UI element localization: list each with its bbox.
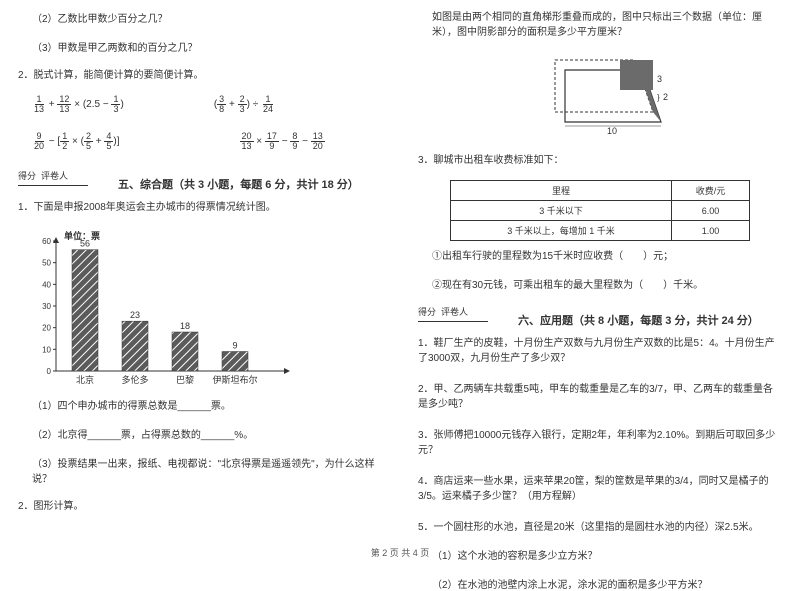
app-q5b: （2）在水池的池壁内涂上水泥，涂水泥的面积是多少平方米？: [432, 576, 782, 591]
taxi-h1: 里程: [451, 181, 672, 201]
svg-text:30: 30: [42, 302, 51, 311]
svg-text:2: 2: [663, 92, 668, 102]
taxi-title: 3．聊城市出租车收费标准如下：: [418, 153, 782, 168]
svg-text:北京: 北京: [76, 374, 94, 385]
trap-intro: 如图是由两个相同的直角梯形重叠而成的，图中只标出三个数据（单位：厘米），图中阴影…: [432, 10, 782, 40]
chart-q3: （3）投票结果一出来，报纸、电视都说："北京得票是遥遥领先"，为什么这样说？: [32, 455, 382, 485]
grader-label-2: 评卷人: [441, 307, 468, 317]
section5-header: 得分 评卷人 五、综合题（共 3 小题，每题 6 分，共计 18 分）: [18, 169, 382, 192]
svg-text:伊斯坦布尔: 伊斯坦布尔: [212, 374, 257, 385]
calc-title: 2．脱式计算，能简便计算的要简便计算。: [18, 68, 382, 83]
score-label-2: 得分: [418, 307, 436, 317]
svg-text:50: 50: [42, 259, 51, 268]
taxi-r1c1: 3 千米以下: [451, 201, 672, 221]
svg-text:9: 9: [232, 341, 237, 351]
svg-text:23: 23: [130, 310, 140, 320]
taxi-h2: 收费/元: [672, 181, 750, 201]
svg-text:巴黎: 巴黎: [176, 374, 194, 385]
app-q2: 2．甲、乙两辆车共载重5吨，甲车的载重量是乙车的3/7，甲、乙两车的载重量各是多…: [418, 382, 782, 412]
svg-text:0: 0: [47, 367, 52, 376]
taxi-table: 里程 收费/元 3 千米以下 6.00 3 千米以上，每增加 1 千米 1.00: [450, 180, 750, 241]
q2b: 2．图形计算。: [18, 499, 382, 514]
formula-row-2: 920 − [12 × (25 + 45)] 2013 × 179 − 89 −…: [32, 132, 382, 151]
svg-text:56: 56: [80, 239, 90, 249]
chart-intro: 1．下面是申报2008年奥运会主办城市的得票情况统计图。: [18, 200, 382, 215]
section6-title: 六、应用题（共 8 小题，每题 3 分，共计 24 分）: [518, 312, 759, 328]
app-q1: 1．鞋厂生产的皮鞋，十月份生产双数与九月份生产双数的比是5：4。十月份生产了30…: [418, 336, 782, 366]
app-q5: 5．一个圆柱形的水池，直径是20米（这里指的是圆柱水池的内径）深2.5米。: [418, 520, 782, 535]
svg-text:20: 20: [42, 324, 51, 333]
bar-chart: 单位：票010203040506056北京23多伦多18巴黎9伊斯坦布尔: [32, 227, 382, 397]
taxi-q2: ②现在有30元钱，可乘出租车的最大里程数为（ ）千米。: [432, 276, 782, 291]
trapezoid-figure: 3}2 10: [418, 52, 782, 145]
app-q3: 3．张师傅把10000元钱存入银行，定期2年，年利率为2.10%。到期后可取回多…: [418, 428, 782, 458]
taxi-r2c1: 3 千米以上，每增加 1 千米: [451, 221, 672, 241]
score-label: 得分: [18, 171, 36, 181]
q1-sub3: （3）甲数是甲乙两数和的百分之几？: [32, 39, 382, 54]
taxi-r1c2: 6.00: [672, 201, 750, 221]
svg-text:10: 10: [607, 126, 617, 136]
svg-text:60: 60: [42, 237, 51, 246]
formula-row-1: 113 + 1213 × (2.5 − 13) (38 + 23) ÷ 124: [32, 95, 382, 114]
svg-text:18: 18: [180, 321, 190, 331]
svg-text:}: }: [657, 93, 660, 102]
chart-q1: （1）四个申办城市的得票总数是______票。: [32, 397, 382, 412]
svg-text:40: 40: [42, 280, 51, 289]
chart-q2: （2）北京得______票，占得票总数的______%。: [32, 426, 382, 441]
svg-text:3: 3: [657, 74, 662, 84]
page-footer: 第 2 页 共 4 页: [0, 546, 800, 559]
svg-text:10: 10: [42, 345, 51, 354]
svg-text:多伦多: 多伦多: [121, 374, 148, 385]
section5-title: 五、综合题（共 3 小题，每题 6 分，共计 18 分）: [118, 176, 359, 192]
taxi-r2c2: 1.00: [672, 221, 750, 241]
grader-label: 评卷人: [41, 171, 68, 181]
q1-sub2: （2）乙数比甲数少百分之几？: [32, 10, 382, 25]
section6-header: 得分 评卷人 六、应用题（共 8 小题，每题 3 分，共计 24 分）: [418, 305, 782, 328]
app-q4: 4．商店运来一些水果，运来苹果20筐，梨的筐数是苹果的3/4，同时又是橘子的3/…: [418, 474, 782, 504]
taxi-q1: ①出租车行驶的里程数为15千米时应收费（ ）元；: [432, 247, 782, 262]
